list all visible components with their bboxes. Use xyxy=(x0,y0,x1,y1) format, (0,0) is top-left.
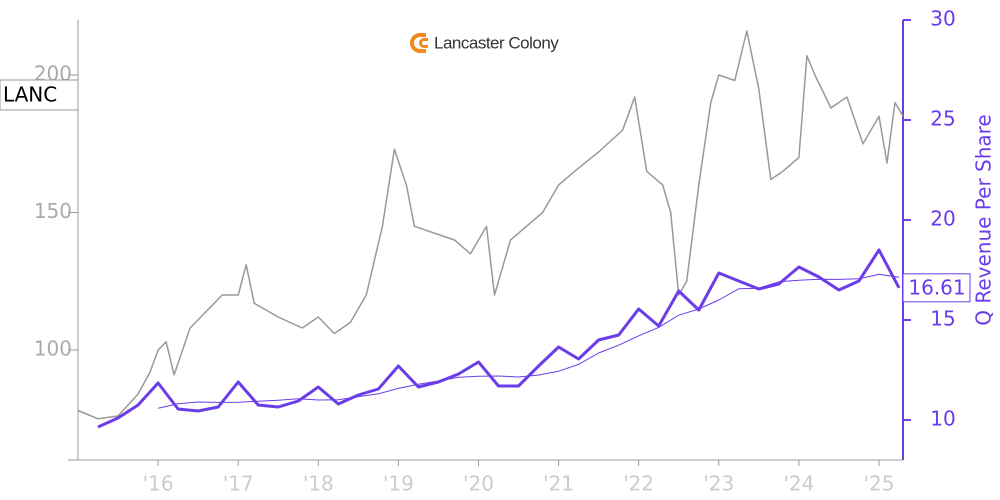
series-label-box xyxy=(0,79,79,111)
x-tick-label: '21 xyxy=(543,472,574,496)
y2-axis-label: Q Revenue Per Share xyxy=(972,114,996,326)
y2-tick-label: 30 xyxy=(930,7,955,31)
x-tick-label: '24 xyxy=(783,472,814,496)
last-value-box xyxy=(902,273,971,303)
series-label: LANC xyxy=(3,83,57,107)
logo: Lancaster Colony xyxy=(410,33,560,53)
x-tick-label: '19 xyxy=(383,472,414,496)
series-line xyxy=(97,248,901,429)
logo-text: Lancaster Colony xyxy=(434,33,559,52)
x-tick-label: '23 xyxy=(703,472,734,496)
x-tick-label: '18 xyxy=(303,472,334,496)
logo-icon xyxy=(419,38,428,48)
y2-tick-label: 20 xyxy=(930,207,955,231)
y2-tick-label: 25 xyxy=(930,107,955,131)
y2-tick-label: 15 xyxy=(930,307,955,331)
y-tick-label: 100 xyxy=(34,337,72,361)
x-tick-label: '22 xyxy=(623,472,654,496)
logo-icon xyxy=(410,33,426,53)
series-line xyxy=(157,273,900,409)
x-tick-label: '17 xyxy=(223,472,254,496)
y2-tick-label: 10 xyxy=(930,407,955,431)
last-value-label: 16.61 xyxy=(908,275,965,299)
series-line xyxy=(77,30,904,420)
x-tick-label: '25 xyxy=(863,472,894,496)
y-tick-label: 150 xyxy=(34,199,72,223)
x-tick-label: '20 xyxy=(463,472,494,496)
x-tick-label: '16 xyxy=(143,472,174,496)
